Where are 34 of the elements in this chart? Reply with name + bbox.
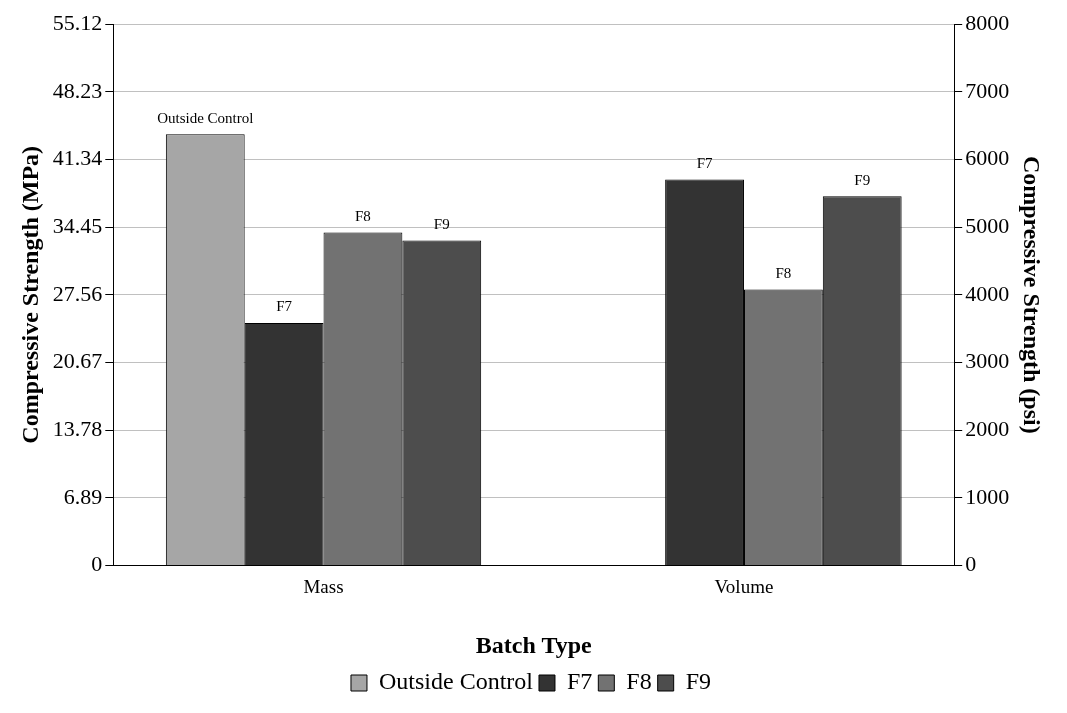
y2-tick-label: 2000 (965, 415, 1010, 441)
y2-tick-label: 1000 (965, 483, 1010, 509)
x-axis-title: Batch Type (475, 631, 592, 658)
y-tick-label: 27.56 (52, 280, 103, 306)
y-tick-label: 55.12 (52, 9, 103, 35)
y2-tick-label: 7000 (965, 77, 1010, 103)
text: F9 (854, 171, 871, 188)
y-tick-label: 6.89 (63, 483, 103, 509)
text: F8 (775, 264, 792, 281)
x-tick-label: Volume (714, 575, 774, 597)
y-tick-label: 0 (91, 551, 103, 577)
y2-tick-label: 3000 (965, 348, 1010, 374)
text: F7 (696, 154, 713, 171)
text: Outside Control (157, 109, 254, 126)
text: F7 (276, 298, 293, 315)
x-tick-label: Mass (303, 575, 344, 597)
y2-tick-label: 5000 (965, 212, 1010, 238)
y-tick-label: 34.45 (52, 212, 103, 238)
text: F9 (433, 215, 450, 232)
y2-axis-title: Compressive Strength (psi) (1019, 155, 1046, 434)
legend-label: F8 (626, 668, 652, 695)
y2-tick-label: 6000 (965, 145, 1010, 171)
y2-tick-label: 4000 (965, 280, 1010, 306)
y-tick-label: 41.34 (52, 145, 103, 171)
y-tick-label: 20.67 (52, 348, 103, 374)
y2-tick-label: 8000 (965, 9, 1010, 35)
legend-label: F9 (685, 668, 712, 695)
text: F8 (355, 207, 371, 224)
y2-tick-label: 0 (965, 551, 977, 577)
y-tick-label: 13.78 (52, 415, 103, 441)
legend-label: Outside Control (378, 668, 534, 695)
legend-label: F7 (566, 668, 593, 695)
y-axis-title: Compressive Strength (MPa) (16, 145, 43, 444)
y-tick-label: 48.23 (52, 77, 103, 103)
